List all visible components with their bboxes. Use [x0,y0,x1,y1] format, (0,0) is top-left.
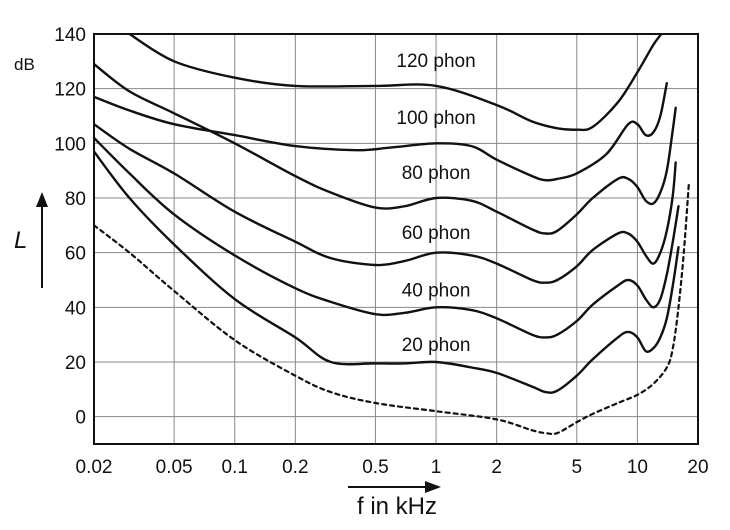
phon-curve-40-phon [94,136,680,339]
x-tick-label: 0.2 [282,457,308,478]
series-label: 120 phon [396,51,475,72]
y-tick-label: 120 [54,80,86,101]
series-label: 80 phon [402,163,471,184]
y-tick-label: 60 [65,244,86,265]
x-axis-arrow-head [425,481,441,493]
series-label: 40 phon [402,280,471,301]
series-label: 20 phon [402,335,471,356]
x-tick-label: 0.02 [76,457,113,478]
y-unit-label: dB [14,55,35,74]
x-tick-label: 0.1 [222,457,248,478]
x-axis-label: f in kHz [357,493,437,520]
phon-curve-100-phon [94,82,668,182]
y-tick-labels: 0 20 40 60 80 100 120 140 [54,25,86,429]
phon-curve-120-phon [128,34,663,132]
y-tick-label: 80 [65,189,86,210]
series-label: 60 phon [402,223,471,244]
x-tick-label: 0.05 [156,457,193,478]
phon-curve-80-phon [94,62,677,235]
phon-curve-60-phon [94,123,677,284]
x-tick-label: 0.5 [362,457,388,478]
y-tick-label: 0 [75,408,86,429]
phon-curve-20-phon [94,150,680,394]
x-tick-label: 10 [627,457,648,478]
series-labels: 120 phon 100 phon 80 phon 60 phon 40 phon 20 … [396,51,475,356]
x-tick-label: 2 [491,457,502,478]
threshold-curve [94,183,690,436]
series-label: 100 phon [396,108,475,129]
y-tick-label: 20 [65,353,86,374]
y-tick-label: 100 [54,134,86,155]
y-axis-arrow-head [36,192,48,207]
y-axis-label: L [14,227,27,254]
x-tick-label: 1 [431,457,442,478]
plot-frame [93,33,699,445]
x-tick-label: 5 [571,457,582,478]
series-layer [94,34,690,436]
x-tick-label: 20 [687,457,708,478]
y-tick-label: 40 [65,298,86,319]
y-tick-label: 140 [54,25,86,46]
x-tick-labels: 0.02 0.05 0.1 0.2 0.5 1 2 5 10 20 [76,457,709,478]
